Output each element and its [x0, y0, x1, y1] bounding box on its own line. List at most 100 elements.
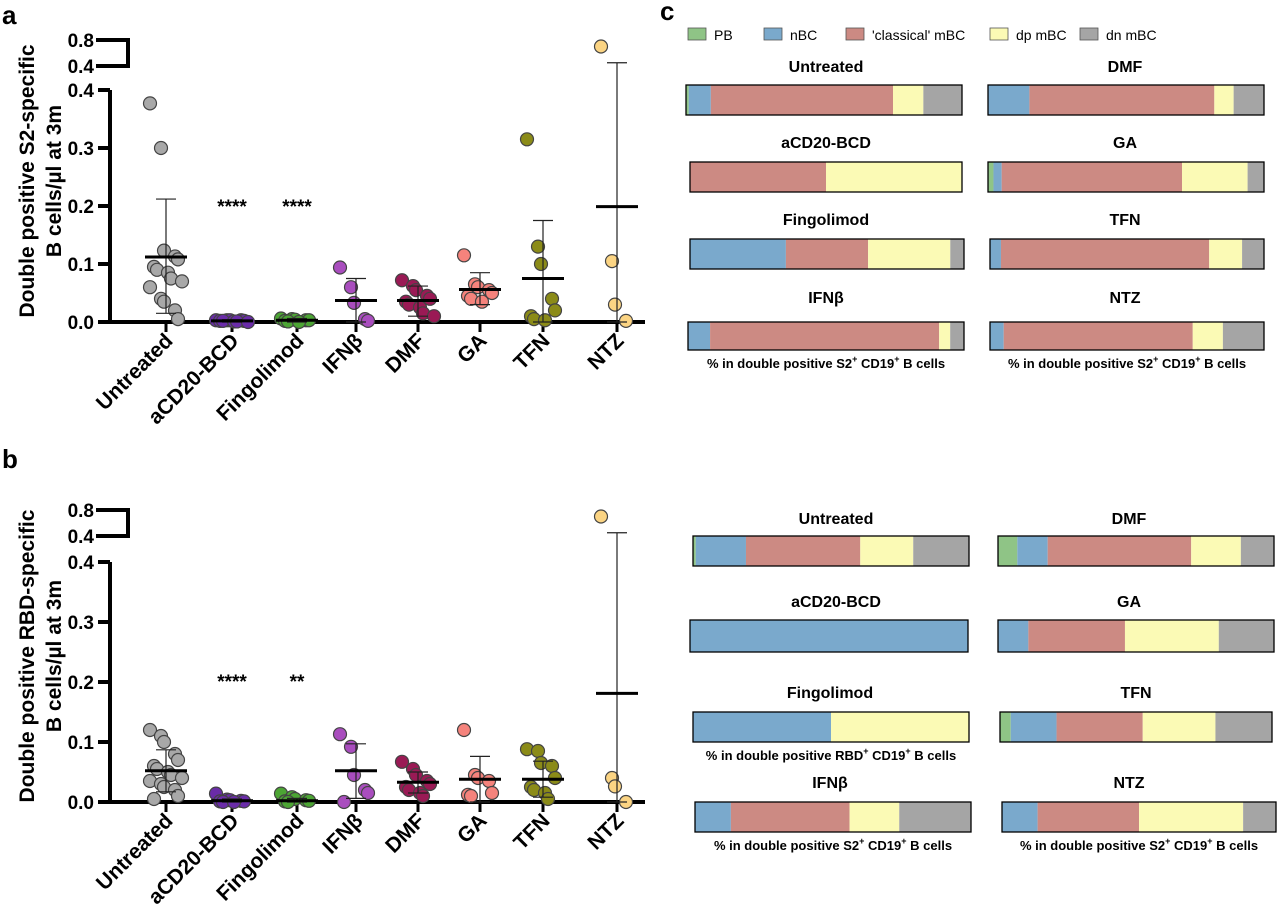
caption-part: CD19: [857, 356, 894, 371]
bar-segment: [1247, 162, 1264, 192]
data-point: [360, 785, 376, 801]
data-point: [530, 239, 546, 254]
bar-outline: [989, 321, 1265, 351]
caption-part: B cells: [907, 838, 953, 853]
bar-outline: [687, 321, 965, 351]
bar-segment: [1222, 322, 1264, 350]
y-axis-label: Double positive RBD-specific: [16, 509, 39, 802]
legend-swatch: [845, 27, 865, 41]
x-tick-label: IFNβ: [318, 809, 367, 858]
caption-part: % in double positive S2: [707, 356, 852, 371]
bar-segment: [1214, 85, 1234, 115]
y-tick-label: 0.4: [68, 527, 95, 548]
bar-segment: [868, 239, 951, 269]
bar-segment: [690, 620, 968, 652]
legend-swatch: [763, 27, 783, 41]
y-tick-label: 0.0: [68, 313, 94, 334]
bar-segment: [710, 322, 940, 350]
bar-segment: [693, 536, 696, 566]
caption-part: B cells: [900, 356, 946, 371]
data-point: [174, 274, 190, 289]
y-tick-label: 0.3: [68, 613, 94, 634]
y-tick-label: 0.1: [68, 733, 95, 754]
bar-segment: [950, 239, 964, 269]
data-point: [456, 248, 472, 263]
caption-part: % in double positive RBD: [706, 748, 863, 763]
bar-outline: [689, 238, 965, 270]
caption-part: CD19: [1158, 356, 1195, 371]
x-tick-label: IFNβ: [318, 329, 367, 378]
bar-segment: [688, 85, 711, 115]
bar-segment: [693, 712, 831, 742]
bar-segment: [1139, 802, 1244, 832]
data-point: [607, 297, 623, 312]
bar-segment: [695, 536, 746, 566]
bar-segment: [988, 162, 994, 192]
data-point: [332, 260, 348, 275]
bar-outline: [987, 161, 1265, 193]
data-point: [422, 291, 438, 306]
caption-part: +: [905, 746, 910, 756]
data-point: [426, 309, 442, 324]
bar-title: IFNβ: [812, 775, 848, 792]
bar-segment: [826, 162, 962, 192]
data-point: [481, 773, 497, 789]
panel-letter-c: c: [660, 0, 674, 26]
bar-segment: [950, 322, 964, 350]
data-point: [530, 743, 546, 759]
panel-letter-a: a: [2, 0, 17, 30]
bar-segment: [1047, 536, 1192, 566]
data-point: [607, 779, 623, 794]
bar-segment: [745, 536, 861, 566]
data-point: [170, 312, 186, 327]
y-tick-label: 0.8: [68, 501, 94, 522]
bar-segment: [686, 85, 689, 115]
caption-part: % in double positive S2: [714, 838, 859, 853]
data-point: [142, 96, 158, 111]
bar-outline: [1001, 801, 1277, 833]
data-point: [537, 313, 553, 328]
legend-swatch: [687, 27, 707, 41]
y-axis-label: Double positive S2-specific: [16, 44, 39, 317]
panel-a-scatter: 0.0 0.1 0.2 0.3 0.4 0.4 0.8 Double positive S2-…: [16, 31, 645, 429]
y-tick-label: 0.4: [68, 57, 95, 78]
caption-part: +: [1165, 836, 1170, 846]
data-point: [533, 256, 549, 272]
x-tick-label: GA: [453, 809, 492, 848]
caption-part: B cells: [911, 748, 957, 763]
data-point: [484, 785, 500, 801]
data-point: [547, 303, 563, 318]
x-tick-label: NTZ: [583, 329, 628, 374]
bar-segment: [1191, 536, 1241, 566]
bar-title: aCD20-BCD: [791, 594, 881, 611]
bar-title: IFNβ: [808, 290, 844, 307]
data-point: [170, 788, 186, 804]
bar-segment: [860, 536, 914, 566]
data-point: [408, 283, 424, 298]
bar-title: GA: [1117, 594, 1141, 611]
caption-part: +: [1153, 354, 1158, 364]
bar-segment: [1017, 536, 1048, 566]
bar-title: Untreated: [789, 59, 864, 76]
bar-segment: [1209, 239, 1243, 269]
data-point: [604, 254, 620, 269]
bar-segment: [690, 239, 786, 269]
bar-segment: [695, 802, 731, 832]
bar-title: Fingolimod: [783, 212, 869, 229]
legend: PB nBC 'classical' mBC dp mBC dn mBC: [687, 27, 1157, 43]
data-point: [394, 273, 410, 288]
legend-label: nBC: [790, 27, 817, 43]
bar-segment: [1002, 802, 1038, 832]
bar-segment: [1028, 620, 1125, 652]
data-point: [618, 313, 634, 328]
bar-title: NTZ: [1113, 775, 1144, 792]
caption-part: CD19: [1170, 838, 1207, 853]
data-point: [540, 791, 556, 807]
legend-swatch: [1079, 27, 1099, 41]
y-axis-label: B cells/µl at 3m: [43, 580, 66, 732]
caption-part: % in double positive S2: [1020, 838, 1165, 853]
y-tick-label: 0.4: [68, 553, 95, 574]
data-point: [332, 727, 348, 742]
x-tick-label: NTZ: [583, 809, 628, 854]
caption-part: CD19: [864, 838, 901, 853]
